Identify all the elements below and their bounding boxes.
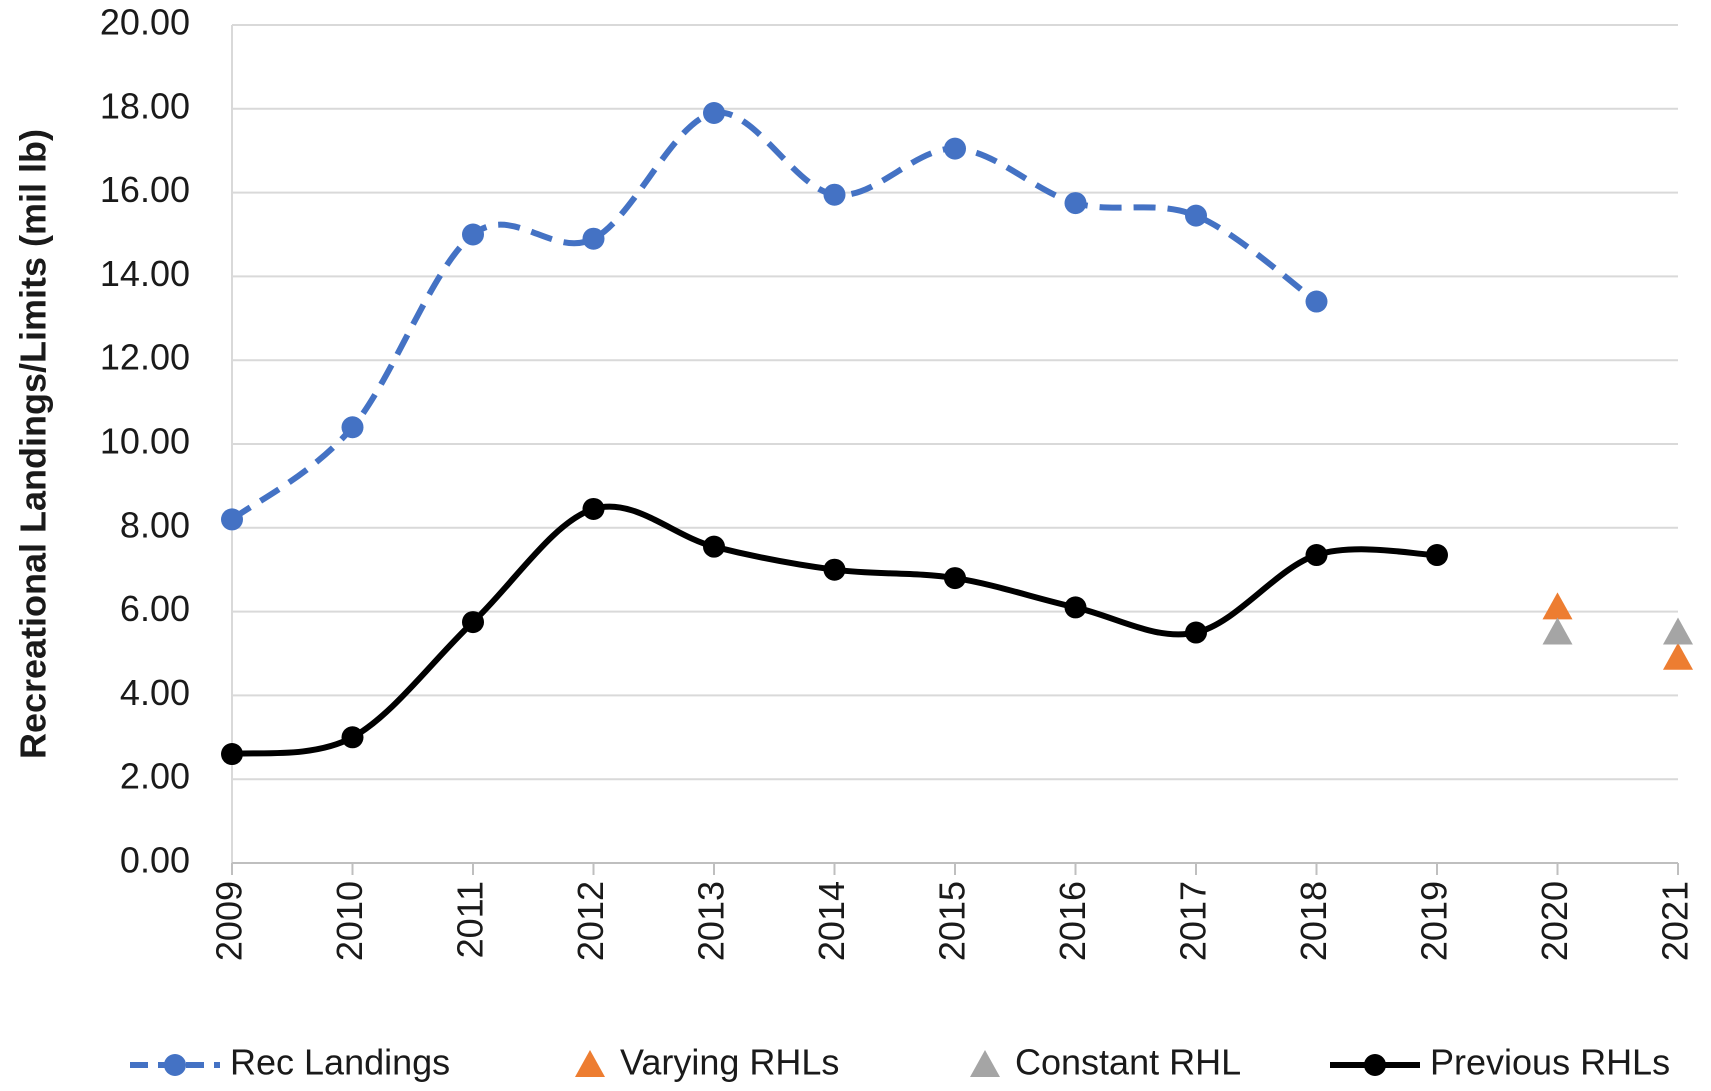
x-tick-label: 2017	[1173, 881, 1214, 961]
x-tick-label: 2010	[329, 881, 370, 961]
legend-label: Constant RHL	[1015, 1042, 1241, 1083]
data-point	[1542, 617, 1573, 645]
x-tick-label: 2015	[932, 881, 973, 961]
data-point	[1663, 617, 1693, 645]
data-point	[823, 558, 846, 581]
data-point	[823, 183, 846, 206]
data-point	[703, 101, 725, 124]
legend-marker	[575, 1050, 605, 1077]
y-tick-label: 20.00	[100, 2, 190, 43]
x-tick-label: 2014	[811, 881, 852, 961]
legend-marker	[970, 1050, 1000, 1077]
data-point	[221, 743, 243, 766]
data-point	[1064, 192, 1087, 215]
data-point	[341, 416, 364, 439]
legend-label: Varying RHLs	[620, 1042, 839, 1083]
y-tick-label: 14.00	[100, 253, 190, 294]
data-point	[1185, 621, 1207, 644]
data-point	[221, 508, 243, 531]
data-point	[1663, 642, 1693, 670]
series-line	[231, 503, 1438, 758]
legend-label: Rec Landings	[230, 1042, 450, 1083]
legend-label: Previous RHLs	[1430, 1042, 1670, 1083]
data-point	[1064, 596, 1087, 619]
data-point	[341, 726, 364, 749]
y-tick-label: 16.00	[100, 169, 190, 210]
y-tick-label: 8.00	[120, 504, 190, 545]
data-point	[1305, 290, 1328, 313]
x-tick-label: 2011	[450, 881, 491, 958]
x-tick-label: 2013	[691, 881, 732, 961]
x-tick-label: 2012	[570, 881, 611, 961]
y-tick-label: 12.00	[100, 337, 190, 378]
y-tick-label: 0.00	[120, 840, 190, 881]
x-tick-label: 2016	[1052, 881, 1093, 961]
data-point	[1185, 204, 1207, 227]
legend-marker	[164, 1054, 186, 1076]
x-tick-label: 2021	[1655, 881, 1696, 961]
y-tick-label: 6.00	[120, 588, 190, 629]
x-tick-label: 2020	[1534, 881, 1575, 961]
y-tick-label: 4.00	[120, 672, 190, 713]
data-point	[462, 611, 484, 634]
data-point	[582, 497, 605, 520]
data-point	[582, 227, 605, 250]
y-axis-title: Recreational Landings/Limits (mil lb)	[13, 129, 54, 759]
data-point	[462, 223, 484, 246]
data-point	[1542, 592, 1573, 620]
x-tick-label: 2018	[1293, 881, 1334, 961]
legend-marker	[1364, 1054, 1386, 1076]
data-point	[703, 535, 725, 558]
x-tick-label: 2019	[1414, 881, 1455, 961]
data-point	[944, 137, 966, 160]
data-point	[1426, 544, 1448, 567]
y-tick-label: 2.00	[120, 756, 190, 797]
y-tick-label: 18.00	[100, 85, 190, 126]
data-point	[1305, 544, 1328, 567]
series-line	[230, 109, 1319, 522]
x-tick-label: 2009	[209, 881, 250, 961]
data-point	[944, 567, 966, 590]
y-tick-label: 10.00	[100, 421, 190, 462]
